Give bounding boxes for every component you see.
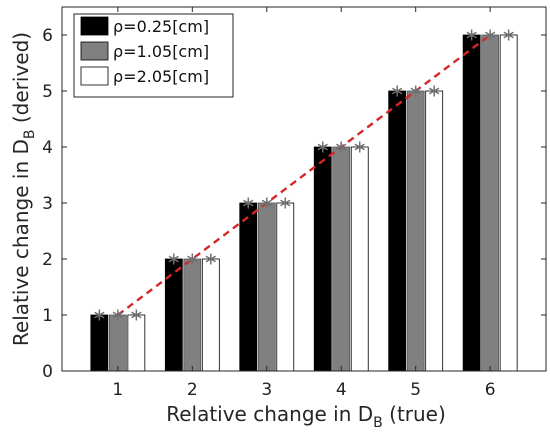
bars-layer [90,34,518,372]
legend-swatch-1 [80,16,109,36]
y-tick-label: 4 [42,138,53,158]
bar-series2-cat3 [257,202,276,372]
y-tick-label: 3 [42,194,53,214]
reference-line-layer [117,34,491,316]
x-tick-label: 2 [187,380,198,400]
x-axis: 1 2 3 4 5 6 [112,7,496,400]
x-axis-title-suffix: (true) [383,402,446,426]
marker-series1-cat3 [243,197,254,209]
x-tick-label: 1 [112,380,123,400]
legend-swatch-2 [80,41,109,61]
marker-series1-cat1 [94,309,105,321]
legend-swatch-3 [80,66,109,86]
bar-series1-cat3 [239,202,258,372]
bar-series1-cat4 [313,146,332,372]
legend-label-3: ρ=2.05[cm] [113,67,209,86]
x-tick-label: 3 [261,380,272,400]
legend-label-2: ρ=1.05[cm] [113,42,209,61]
y-tick-label: 6 [42,26,53,46]
bar-series2-cat1 [108,314,127,372]
marker-series2-cat6 [484,29,496,41]
bar-series1-cat2 [164,258,183,372]
marker-series2-cat3 [261,197,272,209]
markers-layer [94,29,514,321]
bar-series1-cat5 [388,90,407,372]
marker-series1-cat6 [466,29,477,41]
reference-line [117,34,491,316]
marker-series3-cat1 [131,309,142,321]
x-axis-title-main: Relative change in D [166,402,373,426]
legend: ρ=0.25[cm] ρ=1.05[cm] ρ=2.05[cm] [73,13,234,98]
y-tick-label: 1 [42,306,53,326]
bar-series2-cat2 [183,258,202,372]
y-axis-title-sub: B [22,130,38,140]
bar-series1-cat1 [90,314,109,372]
marker-series1-cat5 [392,85,403,97]
x-tick-label: 6 [485,380,496,400]
bar-series1-cat6 [462,34,481,372]
bar-series2-cat5 [406,90,425,372]
marker-series1-cat2 [168,253,179,265]
x-tick-label: 4 [336,380,347,400]
marker-series3-cat4 [354,141,365,153]
x-axis-title: Relative change in DB (true) [166,402,446,431]
y-axis-title-main: Relative change in D [9,139,33,346]
bar-series2-cat6 [481,34,500,372]
marker-series3-cat5 [429,85,440,97]
marker-series2-cat1 [112,309,124,321]
bar-series3-cat5 [425,90,444,372]
bar-series3-cat4 [350,146,369,372]
marker-series2-cat4 [336,141,347,153]
y-tick-label: 2 [42,250,53,270]
bar-series2-cat4 [332,146,351,372]
bar-series3-cat3 [276,202,295,372]
x-tick-label: 5 [410,380,421,400]
bar-series3-cat6 [499,34,518,372]
marker-series2-cat2 [187,253,198,265]
legend-label-1: ρ=0.25[cm] [113,17,209,36]
marker-series3-cat6 [503,29,514,41]
y-axis-title-suffix: (derived) [9,32,33,130]
x-axis-title-sub: B [373,415,383,431]
y-tick-label: 5 [42,82,53,102]
y-axis: 0 1 2 3 4 5 6 [42,26,546,382]
marker-series2-cat5 [410,85,421,97]
y-tick-label: 0 [42,362,53,382]
bar-series3-cat2 [201,258,220,372]
plot-frame [61,6,547,372]
marker-series3-cat2 [205,253,216,265]
marker-series3-cat3 [280,197,291,209]
y-axis-title: Relative change in DB (derived) [9,32,38,346]
bar-series3-cat1 [127,314,146,372]
marker-series1-cat4 [317,141,328,153]
